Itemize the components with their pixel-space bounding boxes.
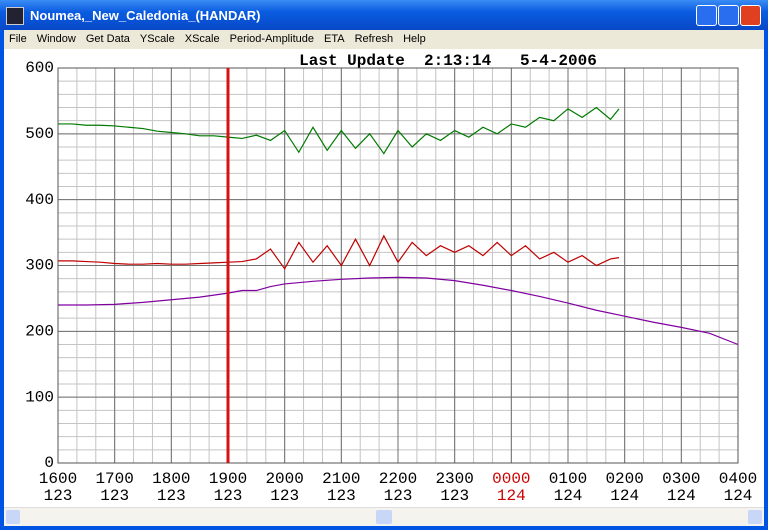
x-tick-day: 123 xyxy=(384,487,413,505)
x-tick-label: 0100 xyxy=(549,470,587,488)
menu-item[interactable]: Get Data xyxy=(85,33,130,45)
x-tick-day: 124 xyxy=(497,487,526,505)
x-tick-label: 0000 xyxy=(492,470,530,488)
menu-bar: File Window Get Data YScale XScale Period-Amp… xyxy=(4,30,764,49)
x-tick-day: 124 xyxy=(554,487,583,505)
x-tick-day: 123 xyxy=(327,487,356,505)
window-title: Noumea,_New_Caledonia_(HANDAR) xyxy=(30,8,261,23)
x-tick-label: 1600 xyxy=(39,470,77,488)
menu-item[interactable]: Window xyxy=(36,33,76,45)
chart: Last Update 2:13:14 5-4-2006 01002003004… xyxy=(25,52,757,505)
title-bar: Noumea,_New_Caledonia_(HANDAR) xyxy=(0,0,768,30)
x-tick-label: 1800 xyxy=(152,470,190,488)
menu-item[interactable]: File xyxy=(9,33,27,45)
y-tick-label: 300 xyxy=(25,257,54,275)
app-icon xyxy=(6,7,24,25)
x-tick-day: 124 xyxy=(667,487,696,505)
menu-item[interactable]: Period-Amplitude xyxy=(229,33,314,45)
series-line xyxy=(58,234,620,270)
x-tick-label: 2000 xyxy=(265,470,303,488)
scroll-thumb[interactable] xyxy=(376,510,392,524)
horizontal-scrollbar[interactable] xyxy=(4,507,764,526)
chart-title: Last Update 2:13:14 5-4-2006 xyxy=(299,52,597,70)
menu-item[interactable]: Refresh xyxy=(354,33,394,45)
y-tick-label: 0 xyxy=(44,454,54,472)
x-tick-day: 124 xyxy=(610,487,639,505)
menu-item[interactable]: XScale xyxy=(184,33,220,45)
menu-item[interactable]: ETA xyxy=(323,33,345,45)
chart-area: Last Update 2:13:14 5-4-2006 0 100 200 300 4… xyxy=(4,49,764,507)
x-tick-label: 2200 xyxy=(379,470,417,488)
x-tick-label: 2100 xyxy=(322,470,360,488)
x-tick-label: 2300 xyxy=(435,470,473,488)
series-line xyxy=(58,106,620,155)
x-tick-label: 1700 xyxy=(95,470,133,488)
y-tick-label: 200 xyxy=(25,323,54,341)
menu-item[interactable]: YScale xyxy=(139,33,175,45)
minimize-button[interactable] xyxy=(696,5,717,26)
x-tick-day: 124 xyxy=(724,487,753,505)
series-line xyxy=(58,276,739,346)
y-tick-label: 400 xyxy=(25,191,54,209)
x-tick-day: 123 xyxy=(214,487,243,505)
plot-border xyxy=(57,67,739,464)
x-tick-day: 123 xyxy=(100,487,129,505)
x-tick-day: 123 xyxy=(157,487,186,505)
x-tick-label: 0300 xyxy=(662,470,700,488)
scroll-left[interactable] xyxy=(6,510,20,524)
menu-item[interactable]: Help xyxy=(403,33,426,45)
y-tick-label: 600 xyxy=(25,59,54,77)
x-tick-day: 123 xyxy=(270,487,299,505)
maximize-button[interactable] xyxy=(718,5,739,26)
x-tick-day: 123 xyxy=(440,487,469,505)
scroll-right[interactable] xyxy=(748,510,762,524)
y-tick-label: 500 xyxy=(25,125,54,143)
x-tick-label: 0400 xyxy=(719,470,757,488)
close-button[interactable] xyxy=(740,5,761,26)
x-tick-label: 1900 xyxy=(209,470,247,488)
x-tick-day: 123 xyxy=(44,487,73,505)
y-tick-label: 100 xyxy=(25,388,54,406)
x-tick-label: 0200 xyxy=(605,470,643,488)
